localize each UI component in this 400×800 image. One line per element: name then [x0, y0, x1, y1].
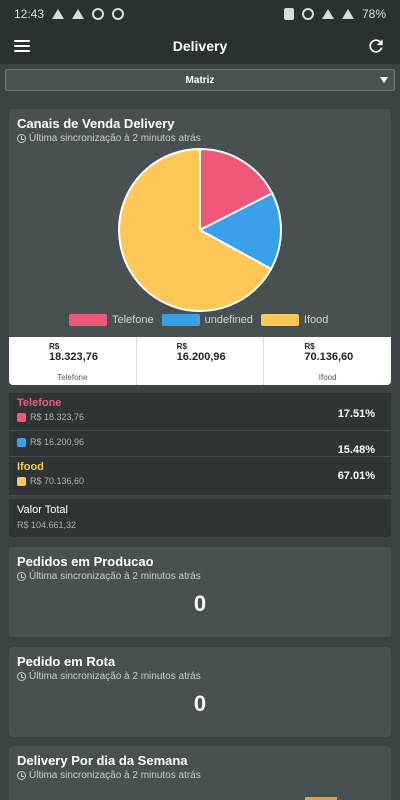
amount: 16.200,96	[176, 351, 226, 363]
status-time: 12:43	[14, 7, 45, 21]
list-item[interactable]: Telefone R$ 18.323,76 17.51%	[9, 393, 391, 431]
row-color-dot	[17, 437, 26, 447]
total-label: Valor Total	[17, 504, 68, 516]
page-title: Delivery	[172, 38, 228, 54]
channel-label: Telefone	[57, 373, 88, 382]
status-bar: 12:43 78%	[0, 0, 400, 28]
rota-sync-text: Última sincronização à 2 minutos atrás	[29, 671, 201, 682]
branch-select[interactable]: Matriz	[5, 69, 395, 91]
currency: R$	[49, 342, 60, 351]
signal-icon	[341, 9, 354, 19]
pie-slice-undefined[interactable]	[197, 191, 282, 271]
row-value: R$ 70.136,60	[30, 476, 85, 486]
value-telefone: R$ 18.323,76 Telefone	[9, 337, 136, 385]
row-name: Telefone	[17, 397, 62, 409]
producao-card[interactable]: Pedidos em Producao Última sincronização…	[9, 547, 391, 637]
wifi-icon	[321, 9, 334, 19]
clock-icon	[17, 672, 26, 681]
legend-swatch	[69, 314, 107, 326]
semana-title: Delivery Por dia da Semana	[17, 753, 188, 768]
producao-sync-text: Última sincronização à 2 minutos atrás	[29, 571, 201, 582]
legend-label: undefined	[204, 314, 253, 326]
chart-legend: Telefone undefined Ifood	[69, 314, 328, 326]
mute-icon	[283, 8, 294, 20]
total-value: R$ 104.661,32	[17, 520, 77, 530]
legend-item-ifood[interactable]: Ifood	[260, 314, 329, 326]
currency: R$	[304, 342, 315, 351]
send-icon-2	[72, 9, 85, 19]
pie-slice-telefone[interactable]	[199, 147, 274, 232]
menu-icon[interactable]	[14, 40, 30, 52]
rota-sync: Última sincronização à 2 minutos atrás	[9, 669, 391, 682]
refresh-icon[interactable]	[366, 36, 386, 56]
row-name: Ifood	[17, 461, 44, 473]
legend-label: Ifood	[303, 314, 329, 326]
row-pct: 67.01%	[337, 470, 375, 482]
channel-values: R$ 18.323,76 Telefone R$ 16.200,96 R$ 70…	[9, 337, 391, 385]
canais-sync-text: Última sincronização à 2 minutos atrás	[29, 133, 201, 144]
canais-sync: Última sincronização à 2 minutos atrás	[9, 131, 391, 144]
clock-icon	[17, 134, 26, 143]
row-value-wrap: R$ 18.323,76	[17, 412, 383, 422]
chevron-down-icon	[380, 77, 388, 83]
pie-slice-ifood[interactable]	[118, 147, 273, 312]
amount: 70.136,60	[304, 351, 354, 363]
channel-list: Telefone R$ 18.323,76 17.51% R$ 16.200,9…	[9, 393, 391, 496]
row-value: R$ 16.200,96	[30, 437, 85, 447]
semana-sync: Última sincronização à 2 minutos atrás	[9, 768, 391, 781]
total-card: Valor Total R$ 104.661,32	[9, 499, 391, 537]
producao-sync: Última sincronização à 2 minutos atrás	[9, 569, 391, 582]
producao-title: Pedidos em Producao	[17, 554, 154, 569]
value-undefined: R$ 16.200,96	[135, 337, 264, 385]
amount: 18.323,76	[49, 351, 98, 363]
legend-label: Telefone	[112, 314, 154, 326]
semana-card[interactable]: Delivery Por dia da Semana Última sincro…	[9, 746, 391, 800]
app-notification-icon	[112, 8, 125, 20]
clock-icon	[17, 771, 26, 780]
rota-card[interactable]: Pedido em Rota Última sincronização à 2 …	[9, 647, 391, 737]
rota-title: Pedido em Rota	[17, 654, 116, 669]
semana-sync-text: Última sincronização à 2 minutos atrás	[29, 770, 201, 781]
legend-item-telefone[interactable]: Telefone	[69, 314, 154, 326]
canais-card: Canais de Venda Delivery Última sincroni…	[9, 109, 391, 385]
alarm-icon	[301, 8, 314, 20]
currency: R$	[176, 342, 187, 351]
battery-level: 78%	[361, 7, 386, 21]
row-pct: 15.48%	[337, 444, 375, 456]
legend-swatch	[260, 314, 299, 326]
branch-select-value: Matriz	[185, 74, 215, 86]
rota-count: 0	[193, 691, 207, 716]
list-item[interactable]: Ifood R$ 70.136,60 67.01%	[9, 457, 391, 496]
chart-bar	[305, 797, 337, 800]
row-value: R$ 18.323,76	[30, 412, 85, 422]
row-value-wrap: R$ 70.136,60	[17, 476, 383, 486]
canais-title: Canais de Venda Delivery	[17, 116, 175, 131]
row-value-wrap: R$ 16.200,96	[17, 437, 383, 447]
producao-count: 0	[193, 591, 207, 616]
channel-label: Ifood	[318, 373, 337, 382]
app-bar: Delivery	[0, 28, 400, 64]
row-color-dot	[17, 476, 26, 486]
list-item[interactable]: R$ 16.200,96 15.48%	[9, 431, 391, 457]
sync-status-icon	[92, 8, 105, 20]
legend-swatch	[161, 314, 200, 326]
clock-icon	[17, 572, 26, 581]
send-icon	[52, 9, 65, 19]
value-ifood: R$ 70.136,60 Ifood	[263, 337, 391, 385]
row-pct: 17.51%	[337, 408, 375, 420]
pie-chart	[118, 147, 282, 312]
row-color-dot	[17, 412, 26, 422]
legend-item-undefined[interactable]: undefined	[161, 314, 253, 326]
